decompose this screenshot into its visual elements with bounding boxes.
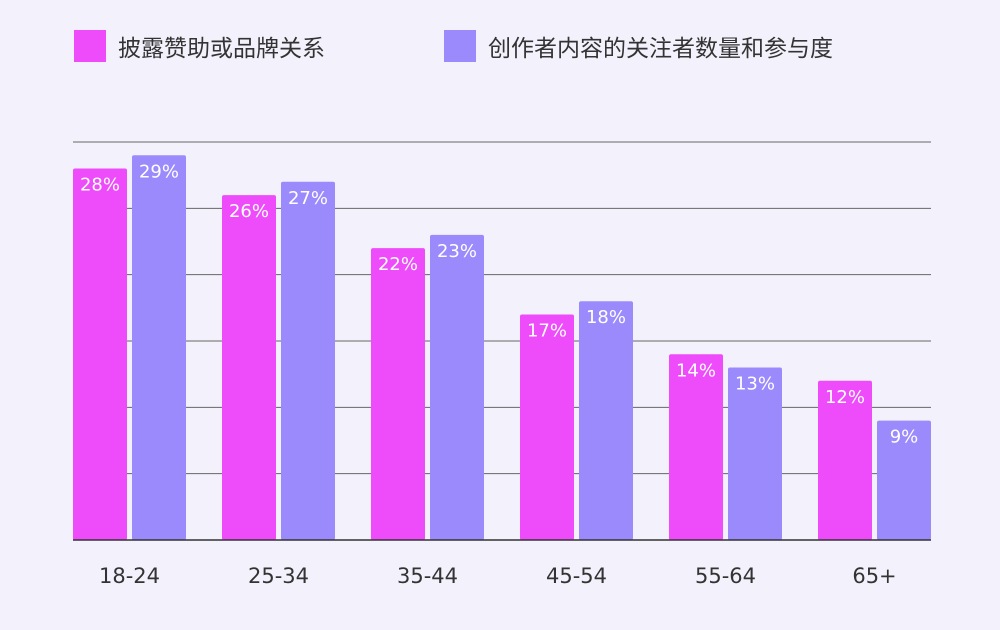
bar <box>579 301 633 540</box>
x-tick-label: 45-54 <box>546 564 607 588</box>
bars: 28% 29% 26% 27% 22% 23% 17% 18% 14% 13% 12% 9% <box>73 155 931 541</box>
bar <box>281 181 335 541</box>
data-label: 28% <box>80 175 120 196</box>
bar <box>430 234 484 540</box>
bar <box>222 195 276 541</box>
legend-swatch-series-1 <box>74 30 106 62</box>
data-label: 18% <box>586 307 626 328</box>
data-label: 29% <box>139 161 179 182</box>
data-label: 23% <box>437 241 477 262</box>
bar <box>371 248 425 540</box>
bar <box>669 354 723 540</box>
legend-swatch-series-2 <box>444 30 476 62</box>
gridlines <box>73 141 931 475</box>
x-tick-label: 18-24 <box>99 564 160 588</box>
data-label: 22% <box>378 254 418 275</box>
legend-label-series-2: 创作者内容的关注者数量和参与度 <box>488 36 833 62</box>
data-label: 14% <box>676 360 716 381</box>
data-label: 12% <box>825 387 865 408</box>
data-label: 17% <box>527 320 567 341</box>
x-tick-label: 55-64 <box>695 564 756 588</box>
data-label: 9% <box>890 427 919 448</box>
bar <box>818 380 872 540</box>
data-label: 27% <box>288 188 328 209</box>
x-tick-label: 25-34 <box>248 564 309 588</box>
bar <box>132 155 186 540</box>
bar <box>520 314 574 540</box>
x-tick-label: 65+ <box>852 564 896 588</box>
x-tick-label: 35-44 <box>397 564 458 588</box>
x-axis: 18-24 25-34 35-44 45-54 55-64 65+ <box>73 539 931 588</box>
bar <box>73 168 127 541</box>
data-label: 26% <box>229 201 269 222</box>
bar <box>877 420 931 540</box>
bar <box>728 367 782 540</box>
legend-label-series-1: 披露赞助或品牌关系 <box>118 36 325 62</box>
legend: 披露赞助或品牌关系 创作者内容的关注者数量和参与度 <box>74 30 833 62</box>
data-label: 13% <box>735 374 775 395</box>
